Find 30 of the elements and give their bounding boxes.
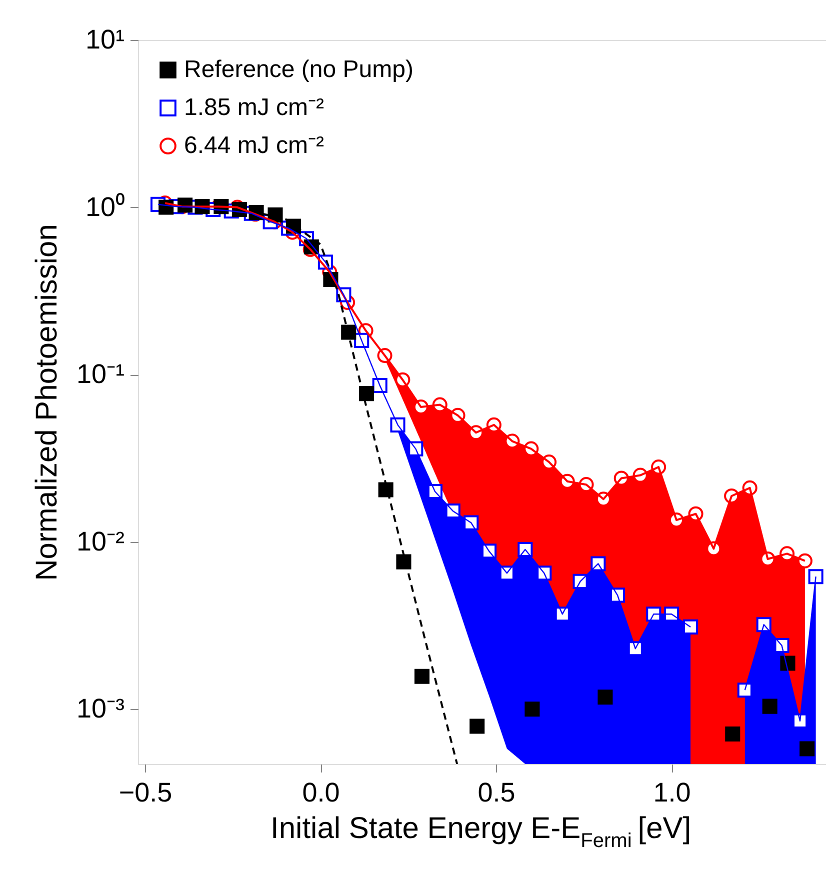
- point: [628, 641, 643, 656]
- y-axis-title: Normalized Photoemission: [30, 224, 64, 581]
- legend-label: Reference (no Pump): [184, 56, 414, 83]
- x-tick-label: 0.5: [478, 778, 516, 808]
- point: [725, 726, 740, 742]
- point: [554, 606, 570, 622]
- y-tick-label: 10⁻²: [76, 526, 124, 556]
- point: [808, 569, 824, 584]
- x-tick-label: 0.0: [302, 778, 340, 808]
- point: [470, 718, 485, 734]
- legend-label: 6.44 mJ cm⁻²: [184, 132, 324, 159]
- point: [414, 668, 430, 684]
- point: [341, 324, 356, 340]
- point: [797, 553, 812, 568]
- point: [646, 606, 662, 622]
- point: [664, 606, 680, 622]
- y-tick-label: 10⁻³: [76, 694, 124, 724]
- point: [524, 702, 540, 717]
- x-tick-label: 1.0: [653, 778, 691, 808]
- x-tick-label: −0.5: [118, 778, 172, 808]
- point: [598, 690, 613, 705]
- point: [682, 619, 698, 634]
- point: [396, 554, 412, 570]
- y-tick-label: 10¹: [85, 24, 124, 54]
- point: [378, 482, 394, 498]
- legend-label: 1.85 mJ cm⁻²: [184, 94, 324, 121]
- point: [358, 386, 374, 402]
- y-tick-label: 10⁻¹: [76, 359, 124, 390]
- point: [800, 741, 815, 756]
- y-tick-label: 10⁰: [85, 192, 124, 222]
